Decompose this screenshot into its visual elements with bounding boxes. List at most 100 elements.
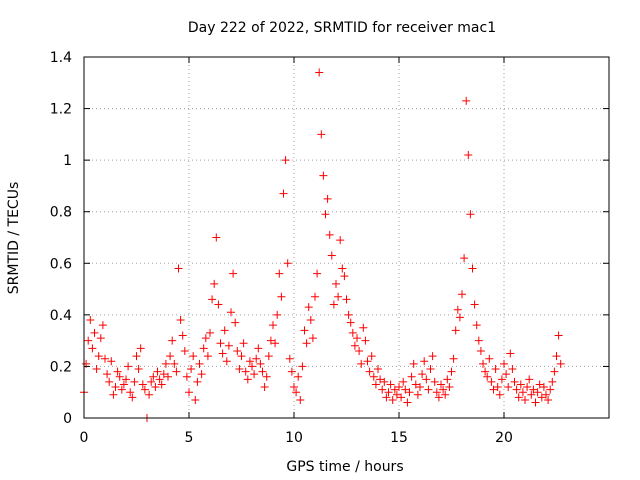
data-point (447, 367, 456, 376)
data-point (403, 398, 412, 407)
data-point (107, 357, 116, 366)
data-point (424, 385, 433, 394)
data-point (201, 334, 210, 343)
x-tick-label: 5 (185, 430, 194, 446)
data-point (340, 272, 349, 281)
data-point (84, 336, 93, 345)
data-point (332, 279, 340, 288)
data-point (166, 352, 175, 361)
data-point (556, 359, 565, 368)
data-point (336, 236, 345, 245)
data-point (479, 359, 487, 368)
data-point (369, 372, 378, 381)
data-point (140, 385, 149, 394)
x-tick-label: 0 (80, 430, 89, 446)
data-point (418, 370, 427, 379)
data-point (206, 328, 214, 337)
y-tick-label: 0.2 (50, 359, 72, 375)
grid (84, 57, 609, 418)
data-point (113, 367, 122, 376)
data-point (455, 313, 464, 322)
data-point (220, 326, 229, 335)
data-point (258, 367, 267, 376)
data-point (199, 344, 208, 353)
data-point (544, 395, 553, 404)
y-tick-label: 1.4 (50, 50, 72, 66)
data-point (441, 390, 450, 399)
data-point (174, 264, 183, 273)
data-point (300, 326, 309, 335)
data-point (149, 372, 158, 381)
y-tick-label: 0.4 (50, 308, 72, 324)
data-point (185, 388, 193, 397)
data-point (164, 372, 172, 381)
data-point (262, 372, 271, 381)
data-point (281, 156, 290, 165)
y-axis-label: SRMTID / TECUs (6, 182, 22, 295)
x-tick-label: 20 (495, 430, 513, 446)
data-point (437, 380, 445, 389)
data-point (491, 365, 500, 374)
data-point (197, 370, 206, 379)
data-point (98, 321, 107, 330)
data-point (409, 359, 418, 368)
data-point (535, 380, 544, 389)
data-point (115, 372, 124, 381)
data-point (239, 339, 248, 348)
data-point (392, 390, 401, 399)
y-tick-label: 1.2 (50, 102, 72, 118)
x-tick-label: 15 (390, 430, 408, 446)
data-point (470, 300, 479, 309)
data-point (168, 336, 177, 345)
data-point (363, 357, 372, 366)
data-point (134, 365, 143, 374)
data-point (464, 150, 473, 159)
data-point (531, 398, 540, 407)
data-point (510, 377, 519, 386)
data-point (355, 346, 364, 355)
data-point (229, 269, 238, 278)
data-point (525, 375, 534, 384)
data-point (325, 230, 334, 239)
data-point (105, 377, 114, 386)
data-point (550, 367, 559, 376)
data-point (434, 393, 443, 402)
data-point (516, 380, 525, 389)
data-point (443, 375, 452, 384)
data-point (506, 349, 515, 358)
data-point (117, 385, 126, 394)
data-point (292, 388, 301, 397)
data-point (111, 383, 120, 392)
data-point (214, 300, 223, 309)
data-points (80, 68, 565, 422)
data-point (189, 352, 198, 361)
data-point (329, 300, 338, 309)
data-point (296, 395, 305, 404)
data-point (191, 395, 200, 404)
data-point (315, 68, 324, 77)
data-point (212, 233, 221, 242)
data-point (178, 331, 187, 340)
data-point (397, 393, 406, 402)
data-point (453, 305, 462, 314)
data-point (382, 393, 391, 402)
data-point (487, 377, 496, 386)
data-point (529, 385, 538, 394)
data-point (195, 359, 204, 368)
data-point (153, 367, 162, 376)
data-point (216, 339, 225, 348)
data-point (224, 341, 233, 350)
data-point (176, 316, 185, 325)
data-point (237, 352, 246, 361)
data-point (413, 390, 422, 399)
y-tick-label: 0.8 (50, 205, 72, 221)
data-point (287, 367, 296, 376)
data-point (539, 383, 548, 392)
data-point (476, 346, 485, 355)
data-point (445, 383, 454, 392)
data-point (275, 269, 284, 278)
data-point (145, 390, 154, 399)
data-point (388, 395, 397, 404)
data-point (527, 390, 536, 399)
data-point (231, 318, 240, 327)
